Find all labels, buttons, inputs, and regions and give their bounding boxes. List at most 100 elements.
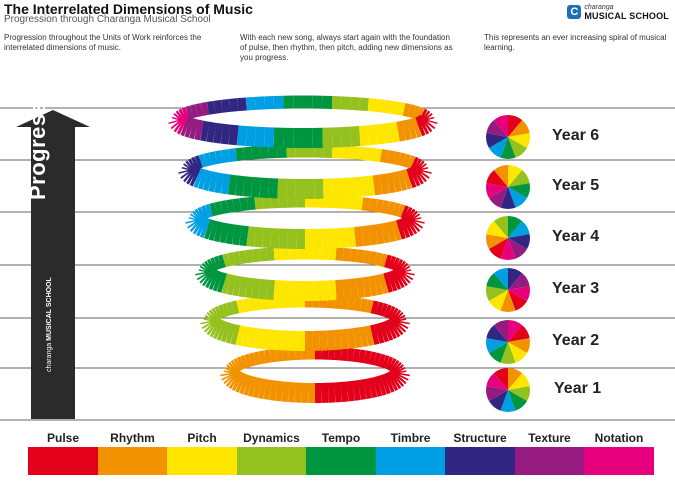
spiral-segment — [381, 200, 390, 215]
spiral-segment — [392, 364, 404, 375]
spiral-segment — [257, 378, 267, 400]
spiral-segment — [342, 247, 351, 262]
spiral-segment — [384, 254, 393, 269]
wheel-slice — [486, 170, 508, 187]
spiral-segment — [418, 108, 428, 122]
progression-logo-small: charanga — [46, 342, 53, 372]
spiral-segment — [382, 122, 393, 144]
spiral-segment — [350, 126, 361, 147]
legend-label: Notation — [594, 431, 644, 445]
spiral-segment — [387, 271, 398, 292]
spiral-segment — [187, 158, 197, 172]
spiral-segment — [368, 351, 377, 366]
spiral-segment — [353, 297, 362, 312]
spiral-segment — [239, 374, 250, 395]
spiral-segment — [204, 219, 215, 240]
legend-label: Texture — [528, 431, 571, 445]
spiral-segment — [212, 271, 223, 292]
spiral-segment — [357, 146, 367, 161]
legend-label: Timbre — [390, 431, 431, 445]
spiral-segment — [382, 320, 394, 341]
spiral-segment — [346, 195, 356, 210]
legend-swatch — [445, 447, 515, 475]
spiral-segment — [203, 152, 212, 167]
spiral-segment — [374, 223, 385, 245]
spiral-segment — [412, 105, 421, 120]
spiral-segment — [242, 176, 253, 197]
wheel-slice — [508, 273, 530, 290]
spiral-segment — [259, 247, 268, 262]
spiral-segment — [373, 274, 384, 296]
spiral-segment — [389, 121, 400, 143]
spiral-segment — [402, 103, 411, 117]
wheel-slice — [486, 133, 508, 148]
spiral-segment — [391, 171, 402, 193]
spiral-segment — [235, 147, 245, 162]
spiral-segment — [340, 381, 349, 402]
spiral-segment — [402, 216, 414, 237]
spiral-segment — [216, 320, 228, 341]
spiral-segment — [377, 353, 386, 368]
spiral-segment — [335, 279, 344, 301]
spiral-segment — [396, 101, 406, 116]
spiral-segment — [230, 324, 241, 345]
spiral-segment — [340, 347, 349, 361]
spiral-segment — [185, 160, 196, 173]
spiral-segment — [213, 99, 223, 114]
spiral-segment — [383, 99, 393, 114]
spiral-segment — [269, 380, 278, 401]
spiral-segment — [368, 377, 378, 398]
wheel-slice — [486, 373, 508, 390]
year-label: Year 1 — [554, 380, 602, 397]
spiral-segment — [373, 352, 382, 367]
spiral-segment — [236, 356, 246, 370]
spiral-segment — [352, 380, 361, 401]
spiral-segment — [414, 160, 425, 173]
wheel-slice — [500, 390, 516, 412]
spiral-segment — [226, 199, 235, 213]
wheel-slice — [500, 137, 516, 159]
spiral-segment — [199, 265, 212, 274]
spiral-segment — [383, 304, 392, 319]
spiral-segment — [372, 174, 383, 196]
wheel-slice — [508, 221, 530, 238]
spiral-segment — [213, 221, 224, 243]
spiral-segment — [333, 295, 342, 310]
spiral-segment — [393, 366, 406, 375]
spiral-segment — [421, 113, 433, 123]
spiral-segment — [208, 270, 220, 290]
spiral-segment — [187, 215, 205, 229]
spiral-segment — [411, 165, 424, 185]
spiral-segment — [220, 200, 229, 215]
wheel-slice — [508, 137, 528, 158]
spiral-segment — [221, 149, 230, 163]
spiral-segment — [401, 169, 413, 190]
spiral-segment — [176, 115, 189, 135]
spiral-segment — [259, 145, 270, 159]
spiral-segment — [180, 116, 192, 137]
spiral-segment — [173, 113, 185, 123]
year-label: Year 4 — [552, 228, 600, 245]
spiral-segment — [378, 321, 390, 343]
spiral-segment — [232, 275, 242, 297]
spiral-segment — [389, 307, 399, 321]
spiral-segment — [389, 317, 404, 336]
spiral-segment — [236, 125, 248, 147]
spiral-segment — [391, 361, 402, 374]
spiral-segment — [269, 348, 278, 363]
spiral-segment — [218, 304, 227, 319]
spiral-segment — [208, 309, 219, 322]
spiral-segment — [221, 273, 232, 295]
spiral-segment — [214, 150, 224, 165]
spiral-segment — [396, 203, 405, 218]
spiral-segment — [396, 120, 406, 142]
spiral-segment — [375, 123, 386, 145]
spiral-segment — [254, 226, 264, 248]
spiral-segment — [262, 195, 272, 209]
spiral-segment — [379, 303, 388, 317]
spiral-segment — [243, 146, 253, 161]
spiral-segment — [357, 176, 368, 197]
spiral-segment — [217, 272, 227, 293]
spiral-segment — [404, 215, 418, 235]
